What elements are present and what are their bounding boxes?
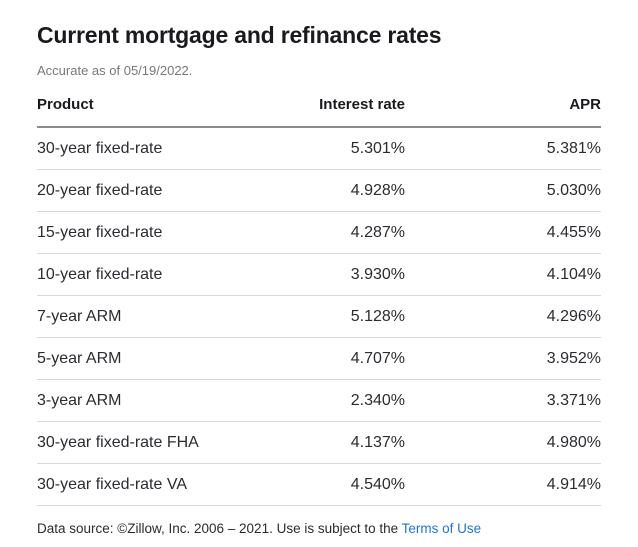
interest-rate-cell: 4.928% bbox=[277, 169, 405, 212]
rates-table: Product Interest rate APR 30-year fixed-… bbox=[37, 96, 601, 506]
apr-cell: 3.371% bbox=[405, 379, 601, 422]
table-row: 7-year ARM 5.128% 4.296% bbox=[37, 295, 601, 338]
product-cell: 30-year fixed-rate VA bbox=[37, 463, 277, 506]
product-cell: 5-year ARM bbox=[37, 337, 277, 380]
interest-rate-cell: 3.930% bbox=[277, 253, 405, 296]
apr-cell: 4.296% bbox=[405, 295, 601, 338]
terms-of-use-link[interactable]: Terms of Use bbox=[401, 521, 482, 536]
interest-rate-cell: 5.301% bbox=[277, 127, 405, 170]
page-title: Current mortgage and refinance rates bbox=[37, 22, 442, 48]
interest-rate-cell: 4.540% bbox=[277, 463, 405, 506]
interest-rate-cell: 5.128% bbox=[277, 295, 405, 338]
table-row: 10-year fixed-rate 3.930% 4.104% bbox=[37, 253, 601, 296]
product-cell: 7-year ARM bbox=[37, 295, 277, 338]
product-cell: 30-year fixed-rate bbox=[37, 127, 277, 170]
product-cell: 15-year fixed-rate bbox=[37, 211, 277, 254]
table-row: 30-year fixed-rate VA 4.540% 4.914% bbox=[37, 463, 601, 506]
table-row: 3-year ARM 2.340% 3.371% bbox=[37, 379, 601, 422]
table-header-row: Product Interest rate APR bbox=[37, 96, 601, 128]
product-cell: 10-year fixed-rate bbox=[37, 253, 277, 296]
apr-cell: 4.455% bbox=[405, 211, 601, 254]
table-row: 20-year fixed-rate 4.928% 5.030% bbox=[37, 169, 601, 212]
apr-cell: 4.980% bbox=[405, 421, 601, 464]
table-row: 30-year fixed-rate 5.301% 5.381% bbox=[37, 127, 601, 170]
interest-rate-cell: 2.340% bbox=[277, 379, 405, 422]
column-header-apr: APR bbox=[405, 96, 601, 128]
apr-cell: 4.914% bbox=[405, 463, 601, 506]
product-cell: 30-year fixed-rate FHA bbox=[37, 421, 277, 464]
product-cell: 20-year fixed-rate bbox=[37, 169, 277, 212]
column-header-interest-rate: Interest rate bbox=[277, 96, 405, 128]
table-row: 30-year fixed-rate FHA 4.137% 4.980% bbox=[37, 421, 601, 464]
apr-cell: 5.381% bbox=[405, 127, 601, 170]
table-row: 15-year fixed-rate 4.287% 4.455% bbox=[37, 211, 601, 254]
rates-table-body: 30-year fixed-rate 5.301% 5.381% 20-year fi… bbox=[37, 127, 601, 506]
interest-rate-cell: 4.287% bbox=[277, 211, 405, 254]
accuracy-date: Accurate as of 05/19/2022. bbox=[37, 63, 193, 78]
apr-cell: 4.104% bbox=[405, 253, 601, 296]
apr-cell: 5.030% bbox=[405, 169, 601, 212]
column-header-product: Product bbox=[37, 96, 277, 128]
table-row: 5-year ARM 4.707% 3.952% bbox=[37, 337, 601, 380]
data-source-note: Data source: ©Zillow, Inc. 2006 – 2021. … bbox=[37, 521, 601, 537]
apr-cell: 3.952% bbox=[405, 337, 601, 380]
interest-rate-cell: 4.137% bbox=[277, 421, 405, 464]
data-source-text: Data source: ©Zillow, Inc. 2006 – 2021. … bbox=[37, 521, 402, 536]
interest-rate-cell: 4.707% bbox=[277, 337, 405, 380]
product-cell: 3-year ARM bbox=[37, 379, 277, 422]
